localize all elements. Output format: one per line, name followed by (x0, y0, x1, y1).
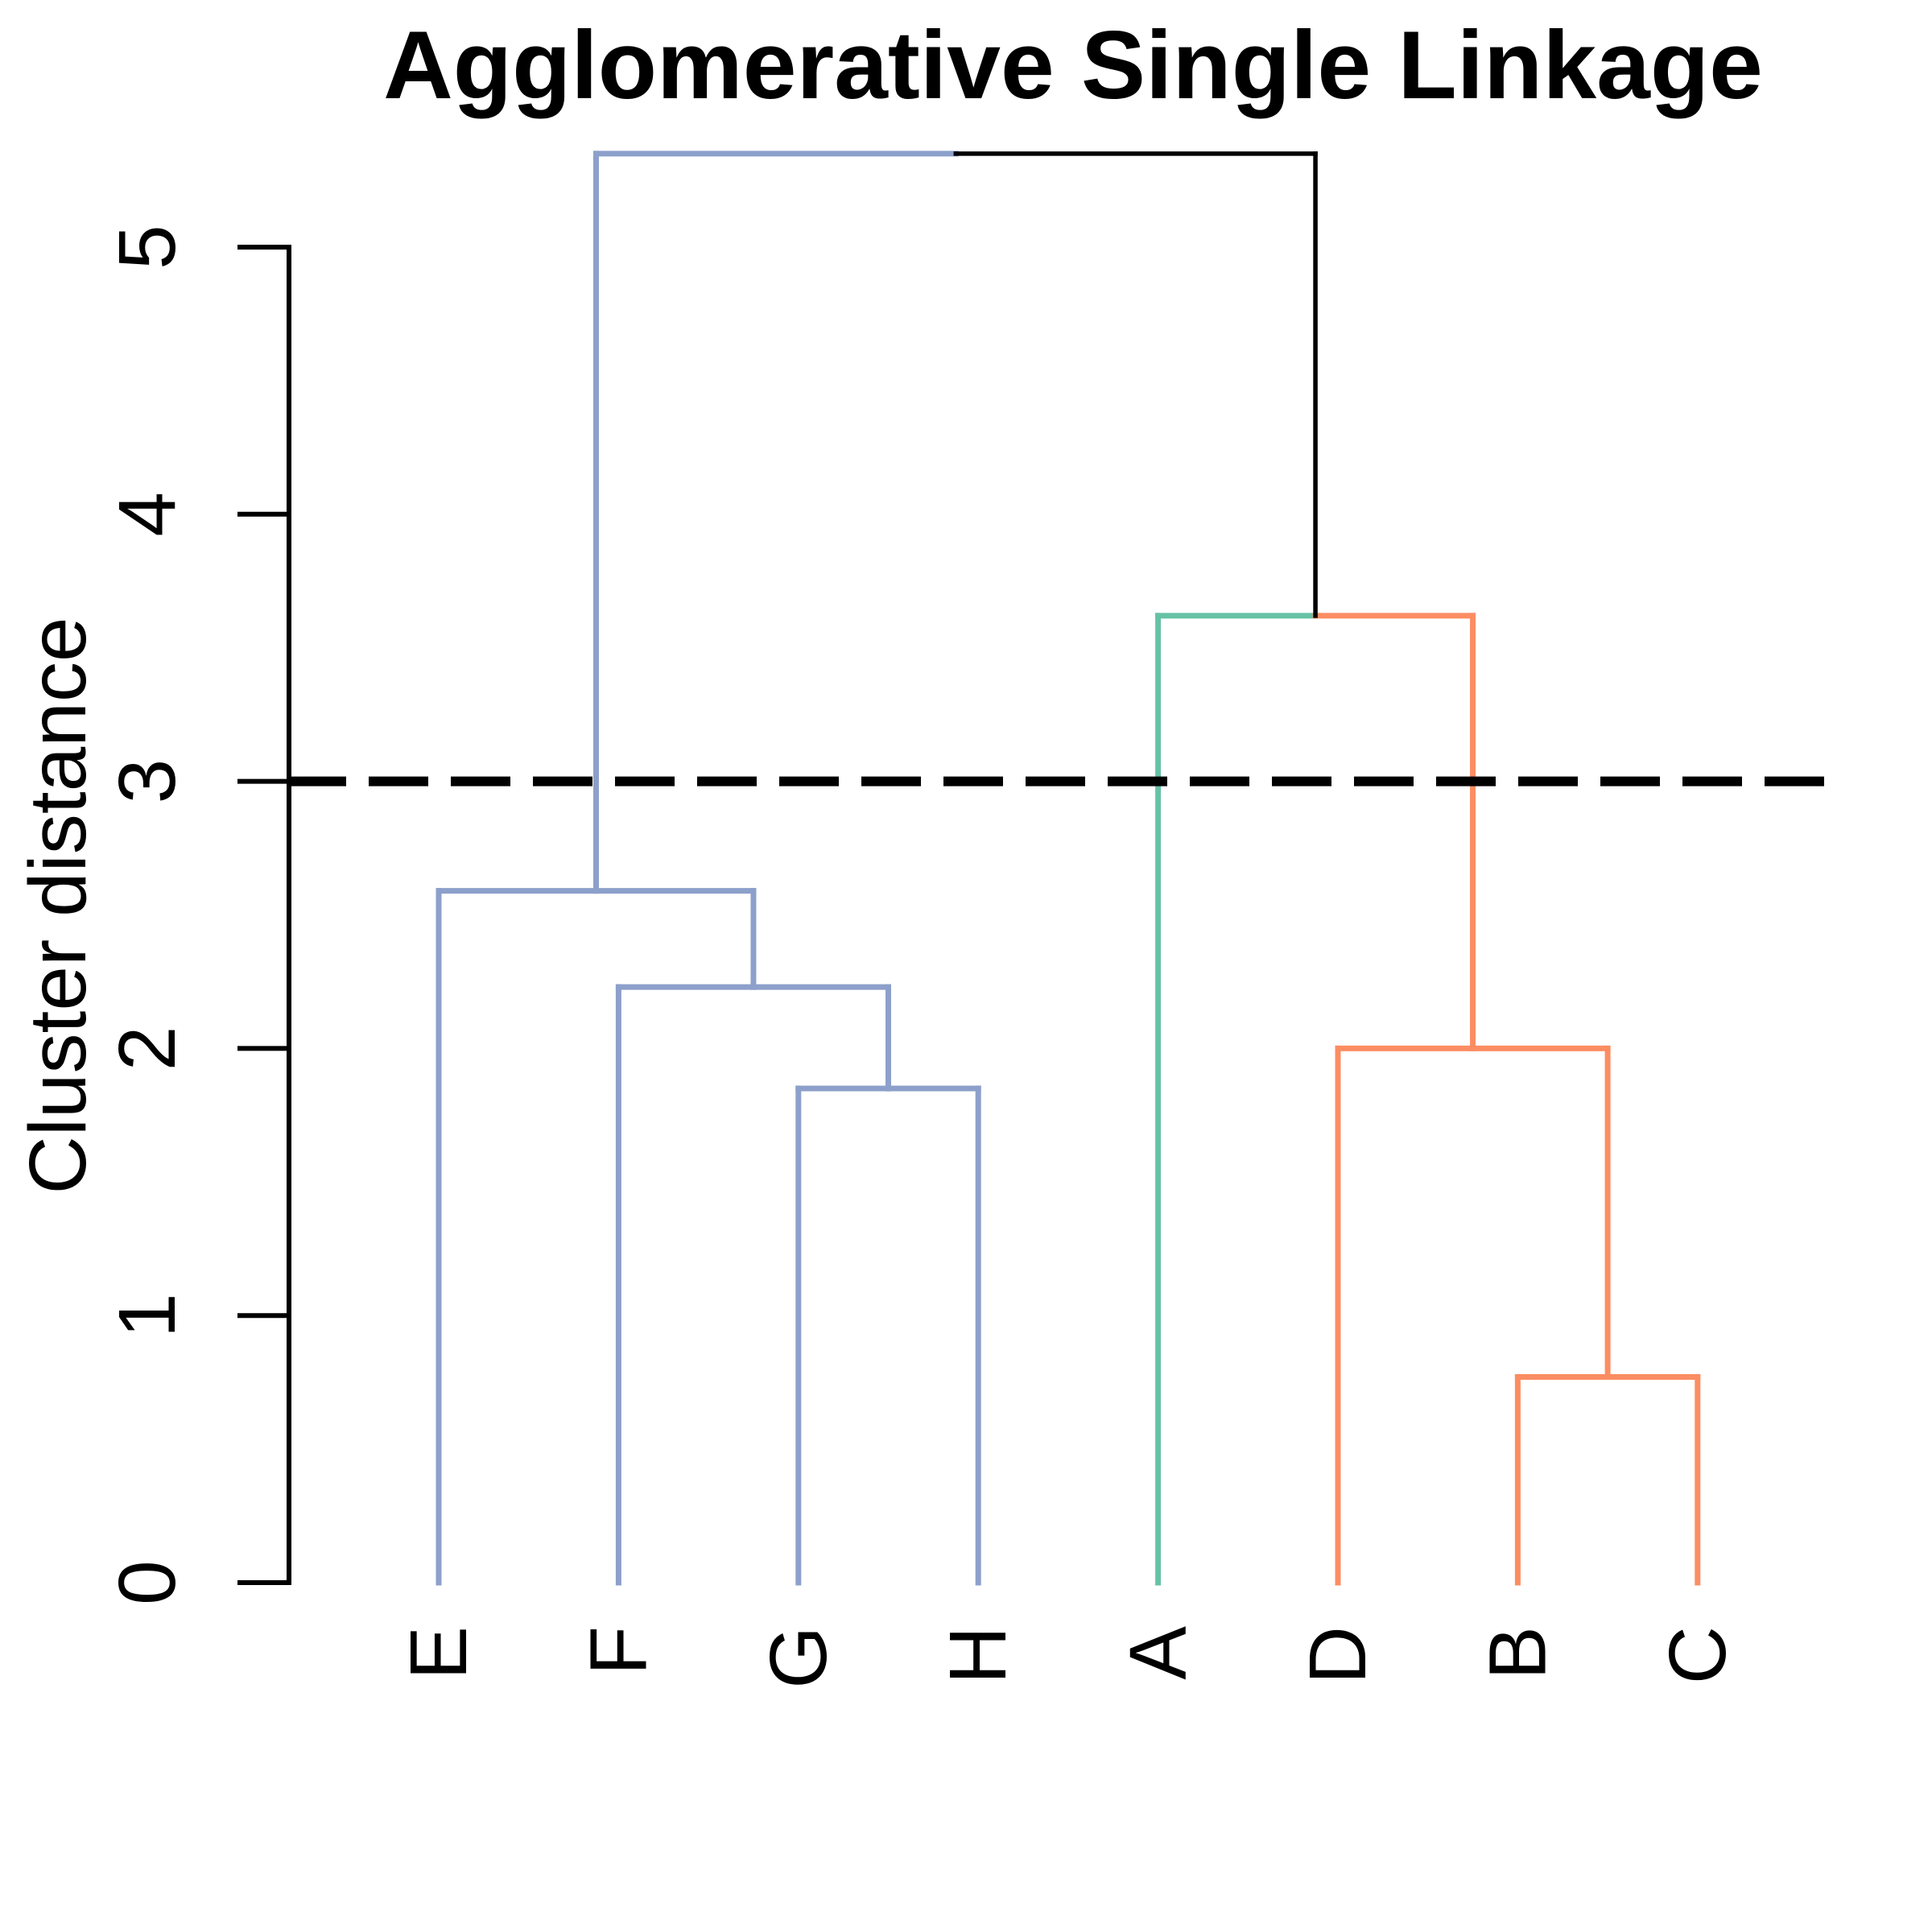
y-tick-label: 3 (102, 759, 192, 804)
y-axis: 0 1 2 3 4 5 (102, 225, 291, 1605)
leaf-label-G: G (753, 1626, 844, 1689)
y-axis-label: Cluster distance (13, 617, 103, 1195)
leaf-label-H: H (933, 1626, 1023, 1684)
leaf-label-C: C (1653, 1626, 1743, 1684)
y-tick-label: 1 (102, 1293, 192, 1338)
y-tick-label: 2 (102, 1026, 192, 1071)
dendrogram-tree (436, 151, 1701, 1586)
leaf-label-A: A (1113, 1626, 1203, 1680)
y-tick-label: 4 (102, 492, 192, 537)
chart-title: Agglomerative Single Linkage (383, 11, 1763, 119)
y-tick-label: 0 (102, 1560, 192, 1605)
leaf-label-F: F (573, 1626, 663, 1675)
leaf-label-B: B (1472, 1626, 1563, 1680)
leaf-label-D: D (1293, 1626, 1383, 1684)
leaf-label-E: E (394, 1626, 484, 1680)
y-tick-label: 5 (102, 225, 192, 270)
